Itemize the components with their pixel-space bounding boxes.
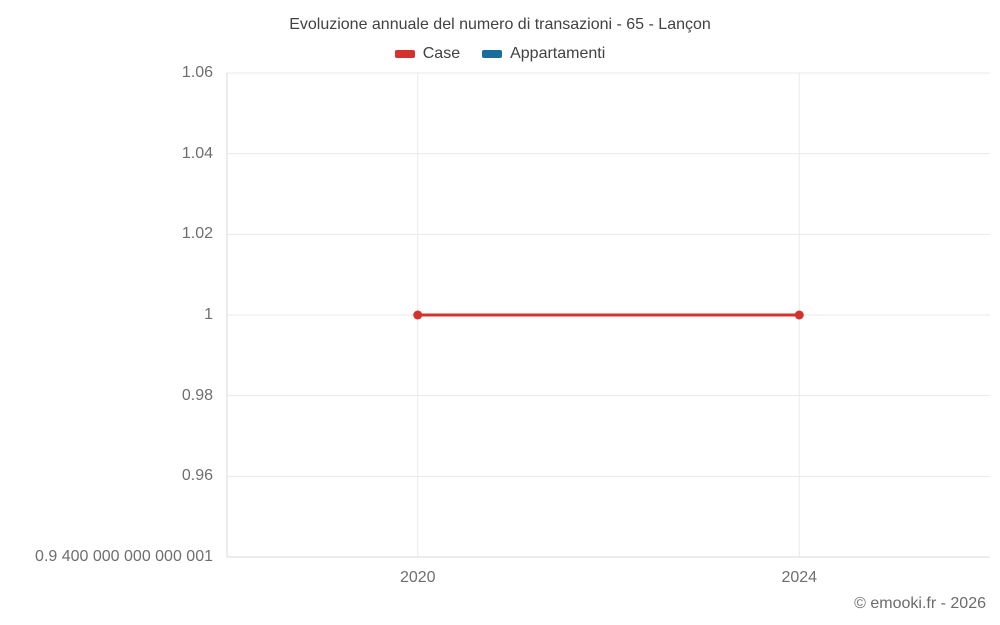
copyright-text: © emooki.fr - 2026 <box>854 595 986 612</box>
case-series-swatch <box>394 50 415 58</box>
chart-legend: Case Appartamenti <box>0 45 1000 63</box>
y-axis-label: 1 <box>204 306 213 323</box>
appartamenti-series-swatch <box>482 50 503 58</box>
y-axis-label: 0.96 <box>181 467 213 485</box>
legend-label-appartamenti: Appartamenti <box>510 45 606 62</box>
y-axis-label: 1.04 <box>181 144 213 162</box>
x-axis-label: 2024 <box>781 569 818 586</box>
y-axis-label: 0.98 <box>181 386 213 404</box>
x-axis-label: 2020 <box>399 569 436 586</box>
legend-item-case[interactable]: Case <box>394 45 461 63</box>
y-axis-label: 0.9 400 000 000 000 001 <box>35 548 213 565</box>
chart-title: Evoluzione annuale del numero di transaz… <box>289 16 711 33</box>
legend-label-case: Case <box>422 45 461 62</box>
y-axis-label: 1.06 <box>181 64 213 81</box>
legend-item-appartamenti[interactable]: Appartamenti <box>482 45 605 63</box>
case-data-point[interactable] <box>794 310 804 320</box>
case-data-point[interactable] <box>413 310 423 320</box>
y-axis-label: 1.02 <box>181 225 213 243</box>
